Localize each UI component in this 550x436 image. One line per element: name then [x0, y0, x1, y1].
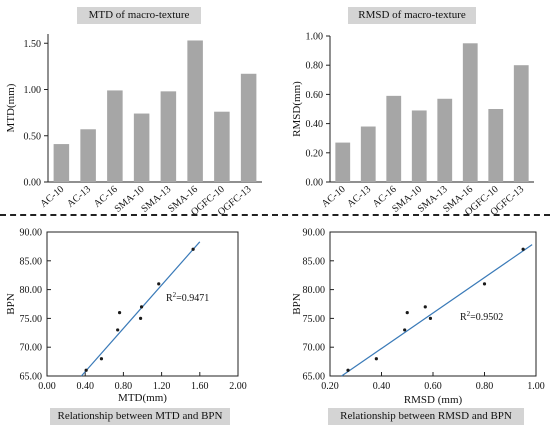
- bar: [488, 109, 504, 182]
- y-tick-label: 80.00: [303, 285, 326, 296]
- fit-line: [341, 244, 533, 377]
- chart-title-rmsd: RMSD of macro-texture: [348, 7, 476, 24]
- x-tick-label: 1.60: [191, 381, 209, 392]
- x-tick-label: 0.80: [476, 381, 494, 392]
- data-point: [521, 247, 525, 251]
- chart-title-mtd-bpn: Relationship between MTD and BPN: [50, 408, 230, 425]
- y-tick-label: 0.40: [306, 119, 324, 130]
- data-point: [84, 368, 88, 372]
- y-tick-label: 65.00: [303, 372, 326, 383]
- y-tick-label: 0.80: [306, 61, 324, 72]
- y-tick-label: 85.00: [303, 256, 326, 267]
- x-axis-label: MTD(mm): [118, 392, 167, 404]
- data-point: [99, 357, 104, 361]
- bar: [360, 126, 376, 182]
- bar: [53, 144, 70, 182]
- bar: [214, 111, 230, 182]
- x-tick-label: 1.00: [527, 381, 545, 392]
- x-tick-label: 0.80: [115, 381, 133, 392]
- y-axis-label: BPN: [291, 293, 303, 314]
- bar: [133, 113, 150, 182]
- bar: [437, 98, 453, 182]
- data-point: [346, 368, 350, 372]
- data-point: [139, 305, 144, 309]
- r-squared-label: R2=0.9471: [166, 291, 209, 304]
- bar: [240, 73, 257, 182]
- y-tick-label: 90.00: [20, 228, 43, 239]
- y-tick-label: 1.00: [24, 85, 42, 96]
- data-point: [374, 357, 378, 361]
- y-tick-label: 75.00: [20, 314, 43, 325]
- y-tick-label: 0.20: [306, 148, 324, 159]
- y-tick-label: 65.00: [20, 372, 43, 383]
- y-tick-label: 85.00: [20, 256, 43, 267]
- fit-line: [80, 241, 201, 377]
- bar: [107, 90, 123, 182]
- bar: [160, 91, 177, 182]
- x-tick-label: 1.20: [153, 381, 171, 392]
- bar: [80, 129, 96, 182]
- y-tick-label: 70.00: [303, 343, 326, 354]
- y-tick-label: 0.50: [24, 131, 42, 142]
- x-tick-label: 0.00: [38, 381, 56, 392]
- y-tick-label: 70.00: [20, 343, 43, 354]
- bar: [462, 43, 478, 182]
- x-axis-label: RMSD (mm): [404, 394, 463, 406]
- x-tick-label: 2.00: [229, 381, 247, 392]
- x-tick-label: 0.40: [76, 381, 94, 392]
- data-point: [191, 247, 195, 251]
- data-point: [116, 328, 120, 332]
- x-tick-label: 0.20: [321, 381, 339, 392]
- bar: [187, 40, 203, 182]
- y-tick-label: 0.00: [24, 178, 42, 189]
- plot-frame: [329, 231, 537, 377]
- y-tick-label: 1.00: [306, 32, 324, 43]
- data-point: [157, 282, 161, 286]
- bar: [513, 65, 529, 182]
- y-tick-label: 90.00: [303, 228, 326, 239]
- r-squared-label: R2=0.9502: [460, 310, 503, 323]
- x-tick-label: 0.40: [373, 381, 391, 392]
- data-point: [428, 316, 433, 320]
- chart-title-mtd: MTD of macro-texture: [77, 7, 201, 24]
- y-axis-label: MTD(mm): [5, 83, 17, 132]
- chart-title-rmsd-bpn: Relationship between RMSD and BPN: [328, 408, 524, 425]
- data-point: [405, 311, 409, 315]
- y-tick-label: 1.50: [24, 39, 42, 50]
- data-point: [482, 282, 487, 286]
- x-tick-label: 0.60: [424, 381, 442, 392]
- data-point: [117, 311, 122, 315]
- bar: [386, 95, 402, 182]
- data-point: [423, 305, 427, 309]
- y-tick-label: 80.00: [20, 285, 43, 296]
- plot-frame: [46, 231, 239, 377]
- data-point: [403, 328, 407, 332]
- dashed-divider: [0, 214, 550, 216]
- bar: [335, 142, 351, 182]
- y-axis-label: BPN: [5, 293, 17, 314]
- y-tick-label: 0.00: [306, 178, 324, 189]
- y-tick-label: 0.60: [306, 90, 324, 101]
- y-axis-label: RMSD(mm): [291, 81, 303, 137]
- data-point: [138, 316, 143, 320]
- y-tick-label: 75.00: [303, 314, 326, 325]
- bar: [411, 110, 427, 182]
